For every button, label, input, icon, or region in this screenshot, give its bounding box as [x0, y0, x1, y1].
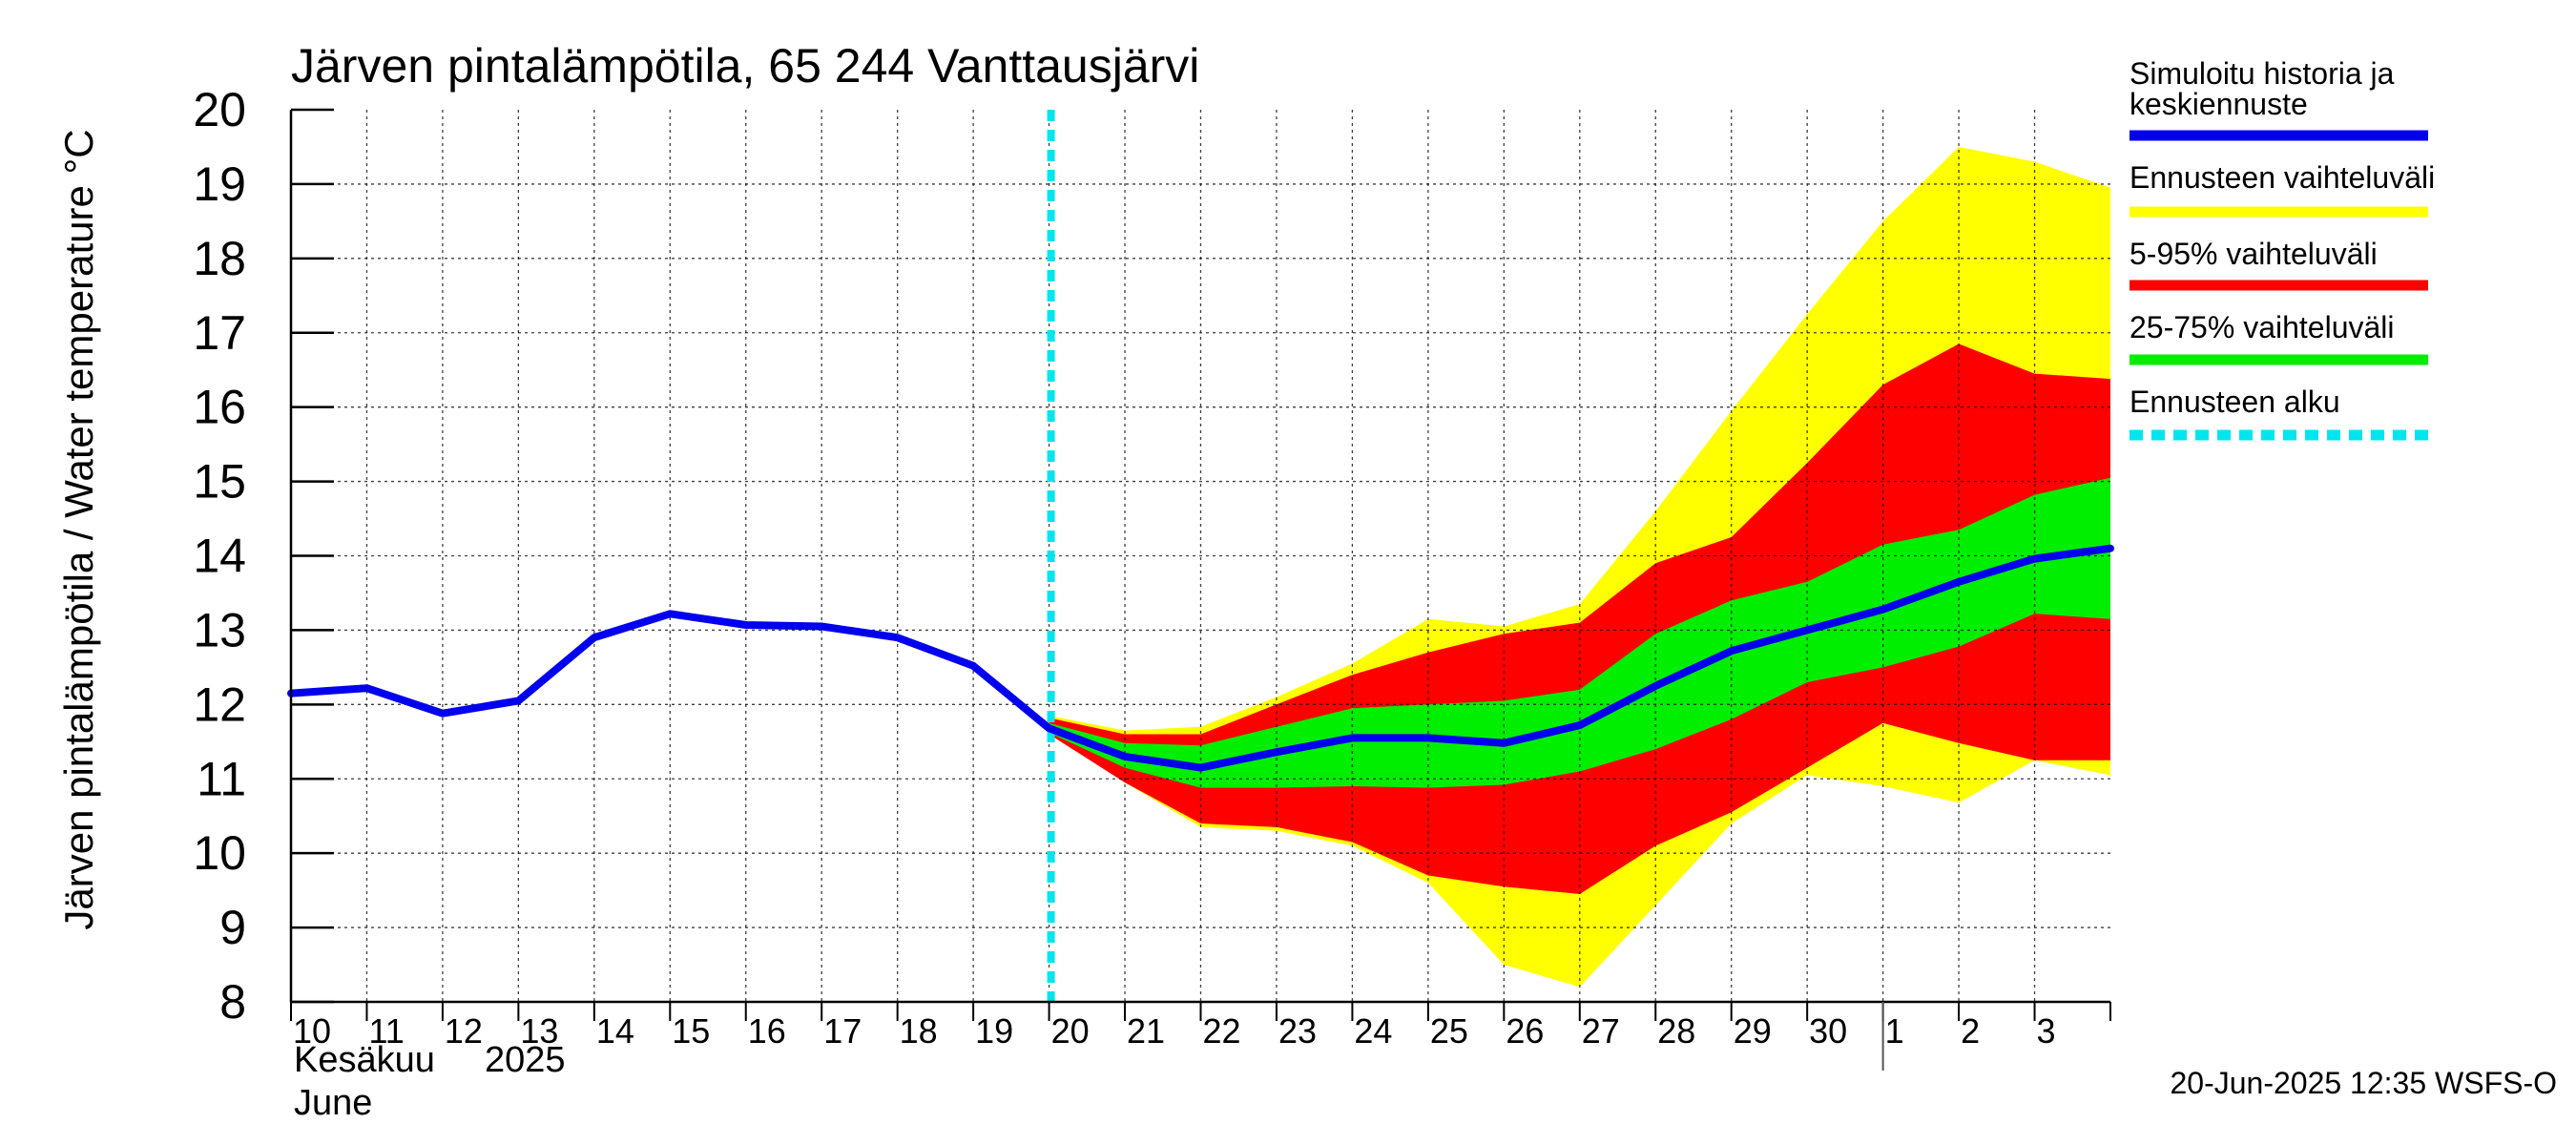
- x-tick-label: 29: [1734, 1011, 1772, 1051]
- y-tick-label: 9: [219, 901, 246, 954]
- x-tick-label: 3: [2037, 1011, 2056, 1051]
- y-tick-label: 11: [197, 752, 246, 805]
- y-tick-label: 20: [193, 83, 246, 136]
- x-tick-label: 13: [520, 1011, 558, 1051]
- x-tick-label: 15: [672, 1011, 710, 1051]
- x-year-label: 2025: [485, 1040, 566, 1080]
- y-tick-label: 13: [193, 603, 246, 656]
- x-tick-label: 21: [1127, 1011, 1165, 1051]
- x-tick-label: 26: [1506, 1011, 1544, 1051]
- x-month-en-label: June: [294, 1083, 372, 1123]
- series: [287, 110, 2114, 1002]
- y-tick-label: 18: [193, 232, 246, 285]
- x-tick-label: 25: [1430, 1011, 1468, 1051]
- x-tick-label: 20: [1051, 1011, 1090, 1051]
- mean-line-0: [287, 544, 2114, 772]
- x-tick-label: 11: [368, 1011, 404, 1051]
- legend-label-3: 25-75% vaihteluväli: [2129, 310, 2395, 344]
- x-tick-label: 2: [1961, 1011, 1980, 1051]
- x-tick-label: 19: [975, 1011, 1013, 1051]
- x-tick-label: 17: [823, 1011, 862, 1051]
- legend-label-4: Ennusteen alku: [2129, 385, 2340, 419]
- x-tick-label: 14: [596, 1011, 634, 1051]
- footer-timestamp: 20-Jun-2025 12:35 WSFS-O: [2170, 1066, 2557, 1100]
- legend-label-0-line2: keskiennuste: [2129, 87, 2308, 121]
- y-tick-label: 17: [193, 306, 246, 360]
- y-tick-label: 15: [193, 455, 246, 509]
- x-month-fi-label: Kesäkuu: [294, 1040, 435, 1080]
- y-tick-label: 12: [193, 677, 246, 731]
- x-tick-label: 24: [1354, 1011, 1392, 1051]
- y-tick-label: 8: [219, 975, 246, 1029]
- x-tick-label: 12: [445, 1011, 483, 1051]
- x-tick-label: 16: [748, 1011, 786, 1051]
- x-tick-label: 10: [293, 1011, 331, 1051]
- y-tick-label: 10: [193, 826, 246, 880]
- y-tick-label: 14: [193, 530, 246, 583]
- y-tick-label: 16: [193, 381, 246, 434]
- x-tick-label: 30: [1809, 1011, 1847, 1051]
- legend-label-0: Simuloitu historia ja: [2129, 56, 2395, 91]
- y-axis-label: Järven pintalämpötila / Water temperatur…: [56, 129, 101, 929]
- x-tick-label: 28: [1657, 1011, 1695, 1051]
- chart-title: Järven pintalämpötila, 65 244 Vanttausjä…: [291, 39, 1199, 93]
- forecast-bands: [1049, 147, 2110, 988]
- x-tick-label: 18: [900, 1011, 938, 1051]
- x-tick-label: 27: [1582, 1011, 1620, 1051]
- y-tick-label: 19: [193, 157, 246, 211]
- x-tick-label: 22: [1203, 1011, 1241, 1051]
- legend-label-2: 5-95% vaihteluväli: [2129, 237, 2378, 271]
- legend-label-1: Ennusteen vaihteluväli: [2129, 160, 2435, 195]
- x-tick-label: 1: [1885, 1011, 1904, 1051]
- x-tick-label: 23: [1278, 1011, 1317, 1051]
